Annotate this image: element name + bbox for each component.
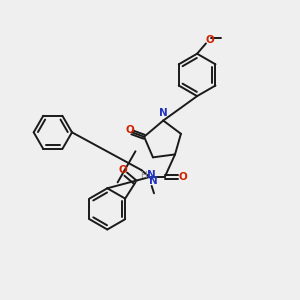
Text: N: N — [146, 170, 155, 180]
Text: N: N — [149, 176, 158, 186]
Text: O: O — [125, 125, 134, 135]
Text: H: H — [140, 171, 146, 180]
Text: O: O — [205, 35, 214, 45]
Text: N: N — [159, 108, 168, 118]
Text: O: O — [118, 165, 127, 175]
Text: O: O — [178, 172, 187, 182]
